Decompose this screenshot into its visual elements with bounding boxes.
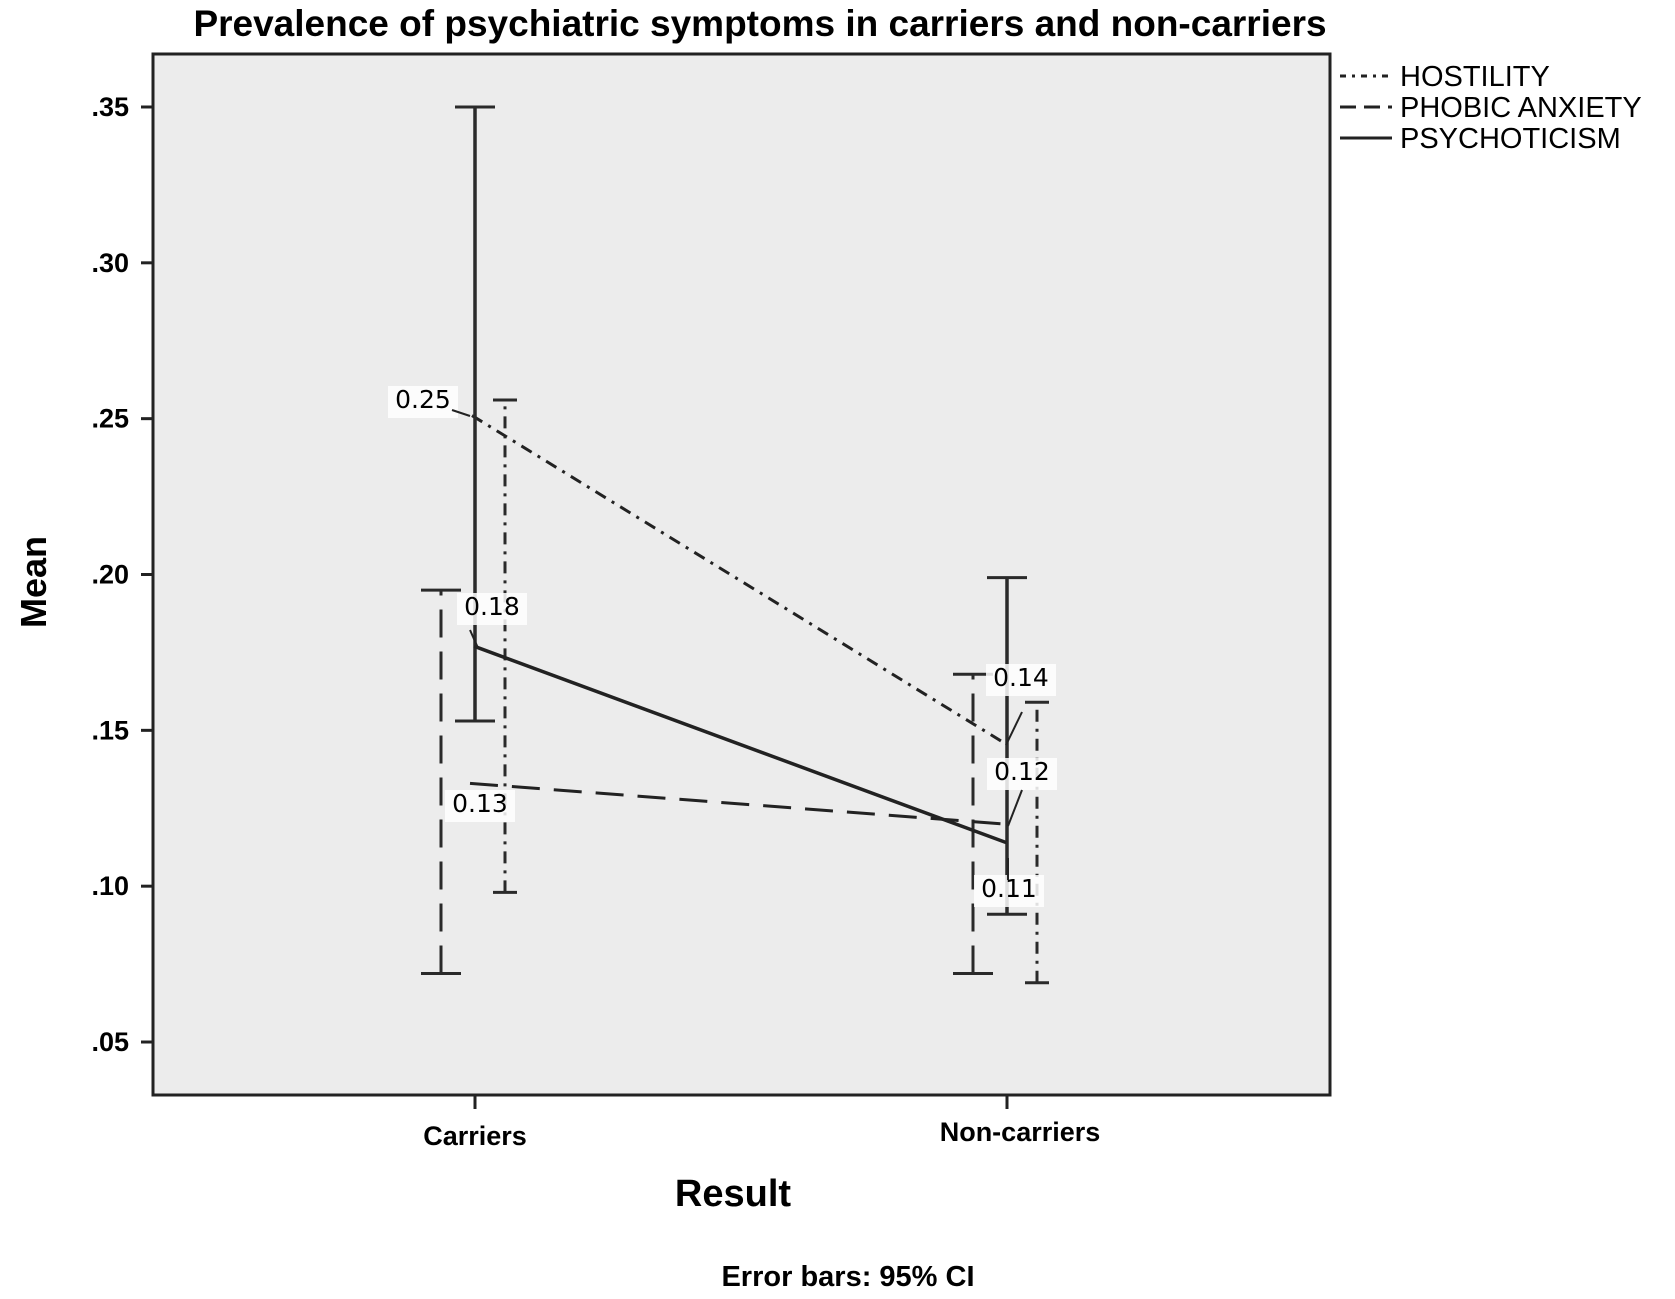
phobic-anxiety-leader-line — [1007, 789, 1023, 827]
chart-title: Prevalence of psychiatric symptoms in ca… — [193, 3, 1326, 44]
psychoticism-leader-line — [469, 629, 479, 649]
error-bars-note: Error bars: 95% CI — [721, 1261, 974, 1293]
x-tick-label: Carriers — [423, 1121, 527, 1151]
data-labels-layer: 0.250.140.130.120.180.11 — [388, 385, 1057, 907]
y-tick-label: .15 — [91, 715, 129, 745]
psychoticism-data-label: 0.18 — [464, 592, 520, 621]
y-tick-label: .25 — [91, 404, 129, 434]
plot-area — [151, 52, 1332, 1097]
legend-label-psychoticism: PSYCHOTICISM — [1400, 123, 1621, 155]
phobic-anxiety-data-label: 0.12 — [994, 757, 1050, 786]
hostility-leader-line — [1005, 711, 1023, 746]
y-tick-label: .05 — [91, 1027, 129, 1057]
x-axis-label: Result — [675, 1173, 791, 1215]
x-axis: Carriers Non-carriers — [423, 1095, 1100, 1151]
phobic-anxiety-series-line — [469, 781, 1003, 826]
y-tick-label: .30 — [91, 248, 129, 278]
hostility-leader-line — [451, 409, 471, 417]
y-axis-label: Mean — [13, 536, 54, 628]
psychoticism-series-line — [473, 644, 1007, 845]
x-tick-label: Non-carriers — [940, 1117, 1101, 1147]
y-tick-label: .20 — [91, 560, 129, 590]
phobic-anxiety-data-label-bg — [445, 790, 515, 822]
phobic-anxiety-data-label-bg — [987, 758, 1057, 790]
hostility-data-label-bg — [388, 386, 458, 418]
series-layer — [421, 105, 1049, 985]
psychoticism-data-label-bg — [457, 593, 527, 625]
legend-label-hostility: HOSTILITY — [1400, 61, 1550, 93]
phobic-anxiety-data-label: 0.13 — [452, 789, 508, 818]
y-tick-label: .10 — [91, 871, 129, 901]
hostility-data-label: 0.25 — [395, 385, 451, 414]
y-axis: .05 .10 .15 .20 .25 .30 .35 — [91, 92, 153, 1057]
legend-label-phobic-anxiety: PHOBIC ANXIETY — [1400, 92, 1642, 124]
hostility-data-label: 0.14 — [993, 663, 1049, 692]
y-tick-label: .35 — [91, 92, 129, 122]
psychoticism-data-label-bg — [974, 875, 1044, 907]
hostility-data-label-bg — [986, 664, 1056, 696]
